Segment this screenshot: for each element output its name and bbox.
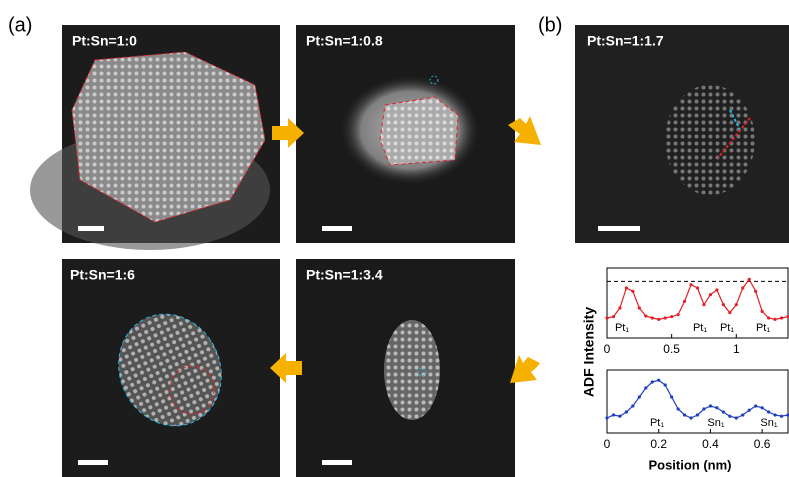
data-point [754,290,757,293]
x-tick-label: 0 [604,342,611,356]
x-tick-label: 0 [604,437,611,451]
data-point [631,404,634,407]
x-tick-label: 1 [733,342,740,356]
data-point [767,410,770,413]
data-point [638,306,641,309]
data-point [638,395,641,398]
annotation: Pt₁ [650,417,664,429]
data-point [618,306,621,309]
data-point [664,316,667,319]
data-point [709,293,712,296]
data-point [689,416,692,419]
data-point [741,286,744,289]
data-point [605,416,608,419]
data-point [612,413,615,416]
data-point [748,409,751,412]
data-point [651,316,654,319]
micrograph: Pt:Sn=1:0 [30,25,280,250]
panel-label: (b) [538,14,562,36]
annotation: Pt₁ [615,322,629,334]
x-tick-label: 0.5 [663,342,680,356]
data-point [696,413,699,416]
data-point [618,415,621,418]
annotation: Pt₁ [693,322,707,334]
data-point [715,406,718,409]
data-point [605,316,608,319]
data-point [702,303,705,306]
data-point [741,413,744,416]
data-point [696,286,699,289]
data-point [761,406,764,409]
micrograph: Pt:Sn=1:1.7 [575,25,789,243]
data-point [767,316,770,319]
annotation: Pt₁ [756,322,770,334]
data-point [780,415,783,418]
data-point [702,407,705,410]
data-point [735,416,738,419]
data-point [722,303,725,306]
x-axis-label: Position (nm) [648,457,731,472]
figure: (a) (b) Pt:Sn=1:0 Pt:Sn=1:0.8 Pt:Sn=1:6 [0,0,789,477]
data-point [657,318,660,321]
data-point [625,410,628,413]
data-point [683,300,686,303]
micrograph: Pt:Sn=1:6 [62,259,280,477]
data-point [644,314,647,317]
data-point [651,380,654,383]
data-point [670,315,673,318]
data-point [625,286,628,289]
image-label: Pt:Sn=1:6 [70,267,135,283]
annotation: Sn₁ [760,417,777,429]
x-tick-label: 0.4 [702,437,719,451]
image-label: Pt:Sn=1:1.7 [587,33,664,49]
data-point [709,404,712,407]
micrograph: Pt:Sn=1:0.8 [296,25,515,243]
data-point [683,413,686,416]
data-point [780,316,783,319]
data-point [689,283,692,286]
series-line [607,279,788,319]
data-point [728,311,731,314]
y-axis-label: ADF Intensity [581,307,597,397]
annotation: Sn₁ [707,417,724,429]
data-point [715,288,718,291]
data-point [735,303,738,306]
image-label: Pt:Sn=1:0.8 [306,33,383,49]
data-point [644,386,647,389]
panel-label: (a) [8,14,32,36]
data-point [748,278,751,281]
image-label: Pt:Sn=1:3.4 [306,267,383,283]
micrograph: Pt:Sn=1:3.4 [296,259,515,477]
data-point [612,315,615,318]
data-point [631,290,634,293]
data-point [657,379,660,382]
image-label: Pt:Sn=1:0 [72,33,137,49]
data-point [677,313,680,316]
data-point [664,383,667,386]
x-tick-label: 0.6 [754,437,771,451]
data-point [761,310,764,313]
data-point [754,404,757,407]
data-point [722,410,725,413]
data-point [773,318,776,321]
series-line [607,380,788,418]
data-point [677,407,680,410]
data-point [728,415,731,418]
data-point [670,395,673,398]
x-tick-label: 0.2 [650,437,667,451]
annotation: Pt₁ [720,322,734,334]
